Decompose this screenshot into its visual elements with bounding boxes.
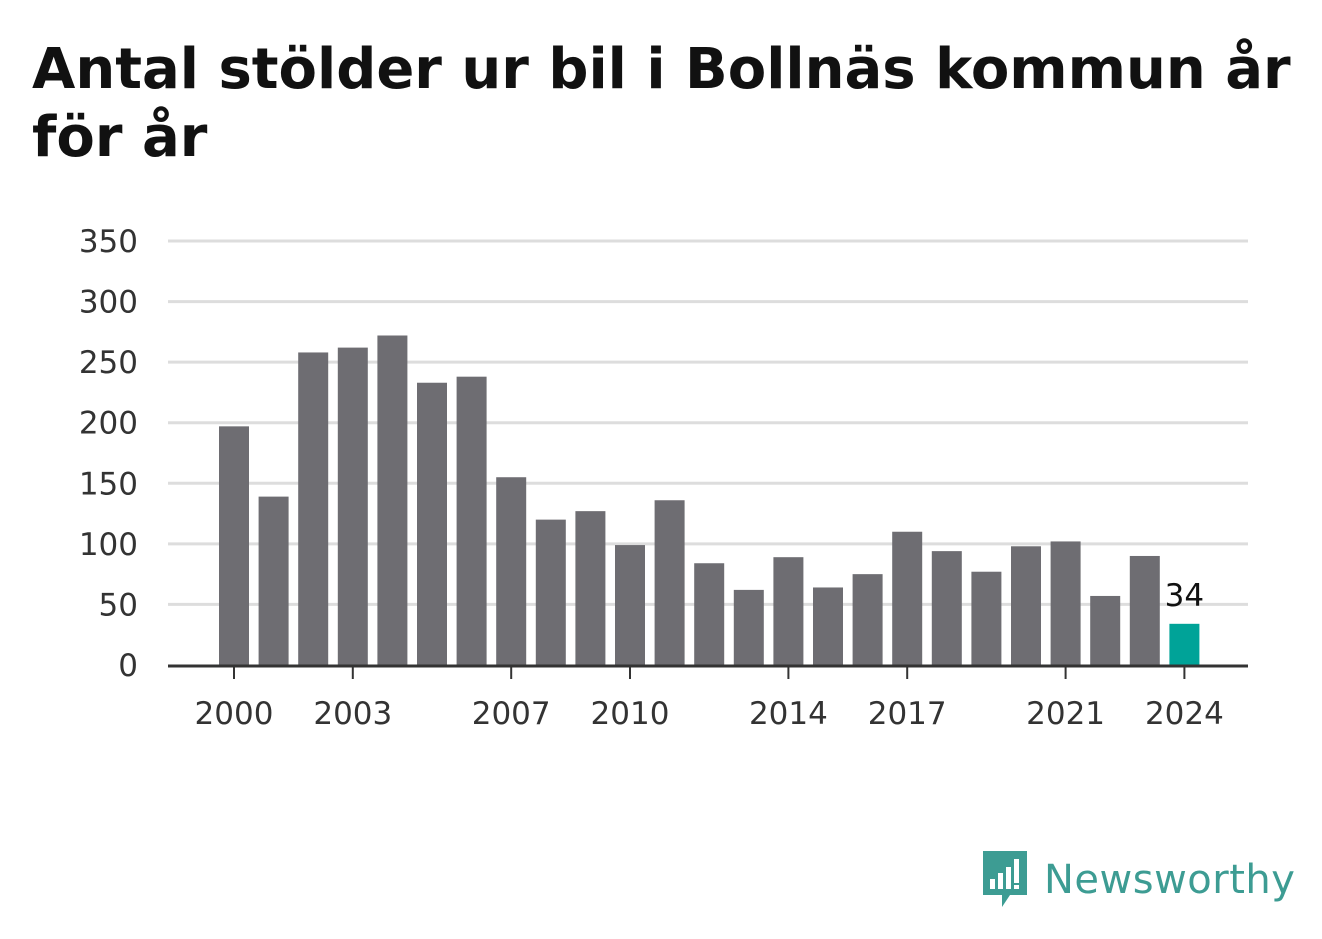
x-tick-label: 2014	[749, 696, 828, 732]
bar-2024	[1169, 623, 1200, 665]
y-axis-ticks: 0 50 100 150 200 250 300 350	[79, 224, 138, 684]
bar-2000	[219, 426, 249, 665]
bar-2012	[694, 563, 725, 665]
bar-2002	[298, 352, 329, 665]
y-tick-label: 350	[79, 224, 138, 260]
grid-lines	[168, 239, 1248, 606]
bar-2003	[337, 347, 368, 665]
bar-2010	[615, 545, 645, 665]
x-tick-label: 2007	[472, 696, 551, 732]
y-tick-label: 250	[79, 345, 138, 381]
chart-title: Antal stölder ur bil i Bollnäs kommun år…	[32, 37, 1291, 170]
x-tick-label: 2010	[591, 696, 670, 732]
y-tick-label: 0	[118, 648, 138, 684]
y-tick-label: 150	[79, 466, 138, 502]
brand-name: Newsworthy	[1044, 857, 1296, 903]
bar-2011	[654, 500, 685, 665]
brand: Newsworthy	[980, 848, 1295, 912]
bar-2004	[377, 335, 408, 665]
bars	[219, 335, 1200, 665]
bar-2020	[1011, 546, 1041, 665]
bar-2006	[456, 376, 487, 665]
bar-2014	[773, 557, 804, 665]
y-tick-label: 50	[99, 587, 138, 623]
x-axis-ticks: 2000 2003 2007 2010 2014 2017 2021 2024	[195, 667, 1224, 732]
bar-2009	[575, 511, 606, 665]
bar-2013	[733, 589, 764, 665]
x-tick-label: 2017	[868, 696, 947, 732]
bar-2008	[535, 519, 566, 665]
bar-2017	[892, 531, 923, 665]
bar-2021	[1050, 541, 1081, 665]
newsworthy-logo-icon	[983, 851, 1027, 907]
bar-2005	[417, 382, 447, 665]
bar-2015	[813, 587, 843, 665]
x-tick-label: 2000	[195, 696, 274, 732]
bar-2007	[496, 477, 527, 665]
bar-2022	[1090, 595, 1121, 665]
annotations: 34	[1165, 578, 1204, 614]
bar-2016	[852, 574, 883, 665]
x-tick-label: 2024	[1145, 696, 1224, 732]
bar-2023	[1129, 555, 1160, 665]
bar-2001	[258, 496, 289, 665]
y-tick-label: 300	[79, 285, 138, 321]
x-tick-label: 2003	[313, 696, 392, 732]
y-tick-label: 200	[79, 406, 138, 442]
y-tick-label: 100	[79, 527, 138, 563]
value-label-2024: 34	[1165, 578, 1204, 614]
x-tick-label: 2021	[1026, 696, 1105, 732]
bar-2018	[931, 551, 962, 665]
bar-2019	[971, 571, 1002, 665]
